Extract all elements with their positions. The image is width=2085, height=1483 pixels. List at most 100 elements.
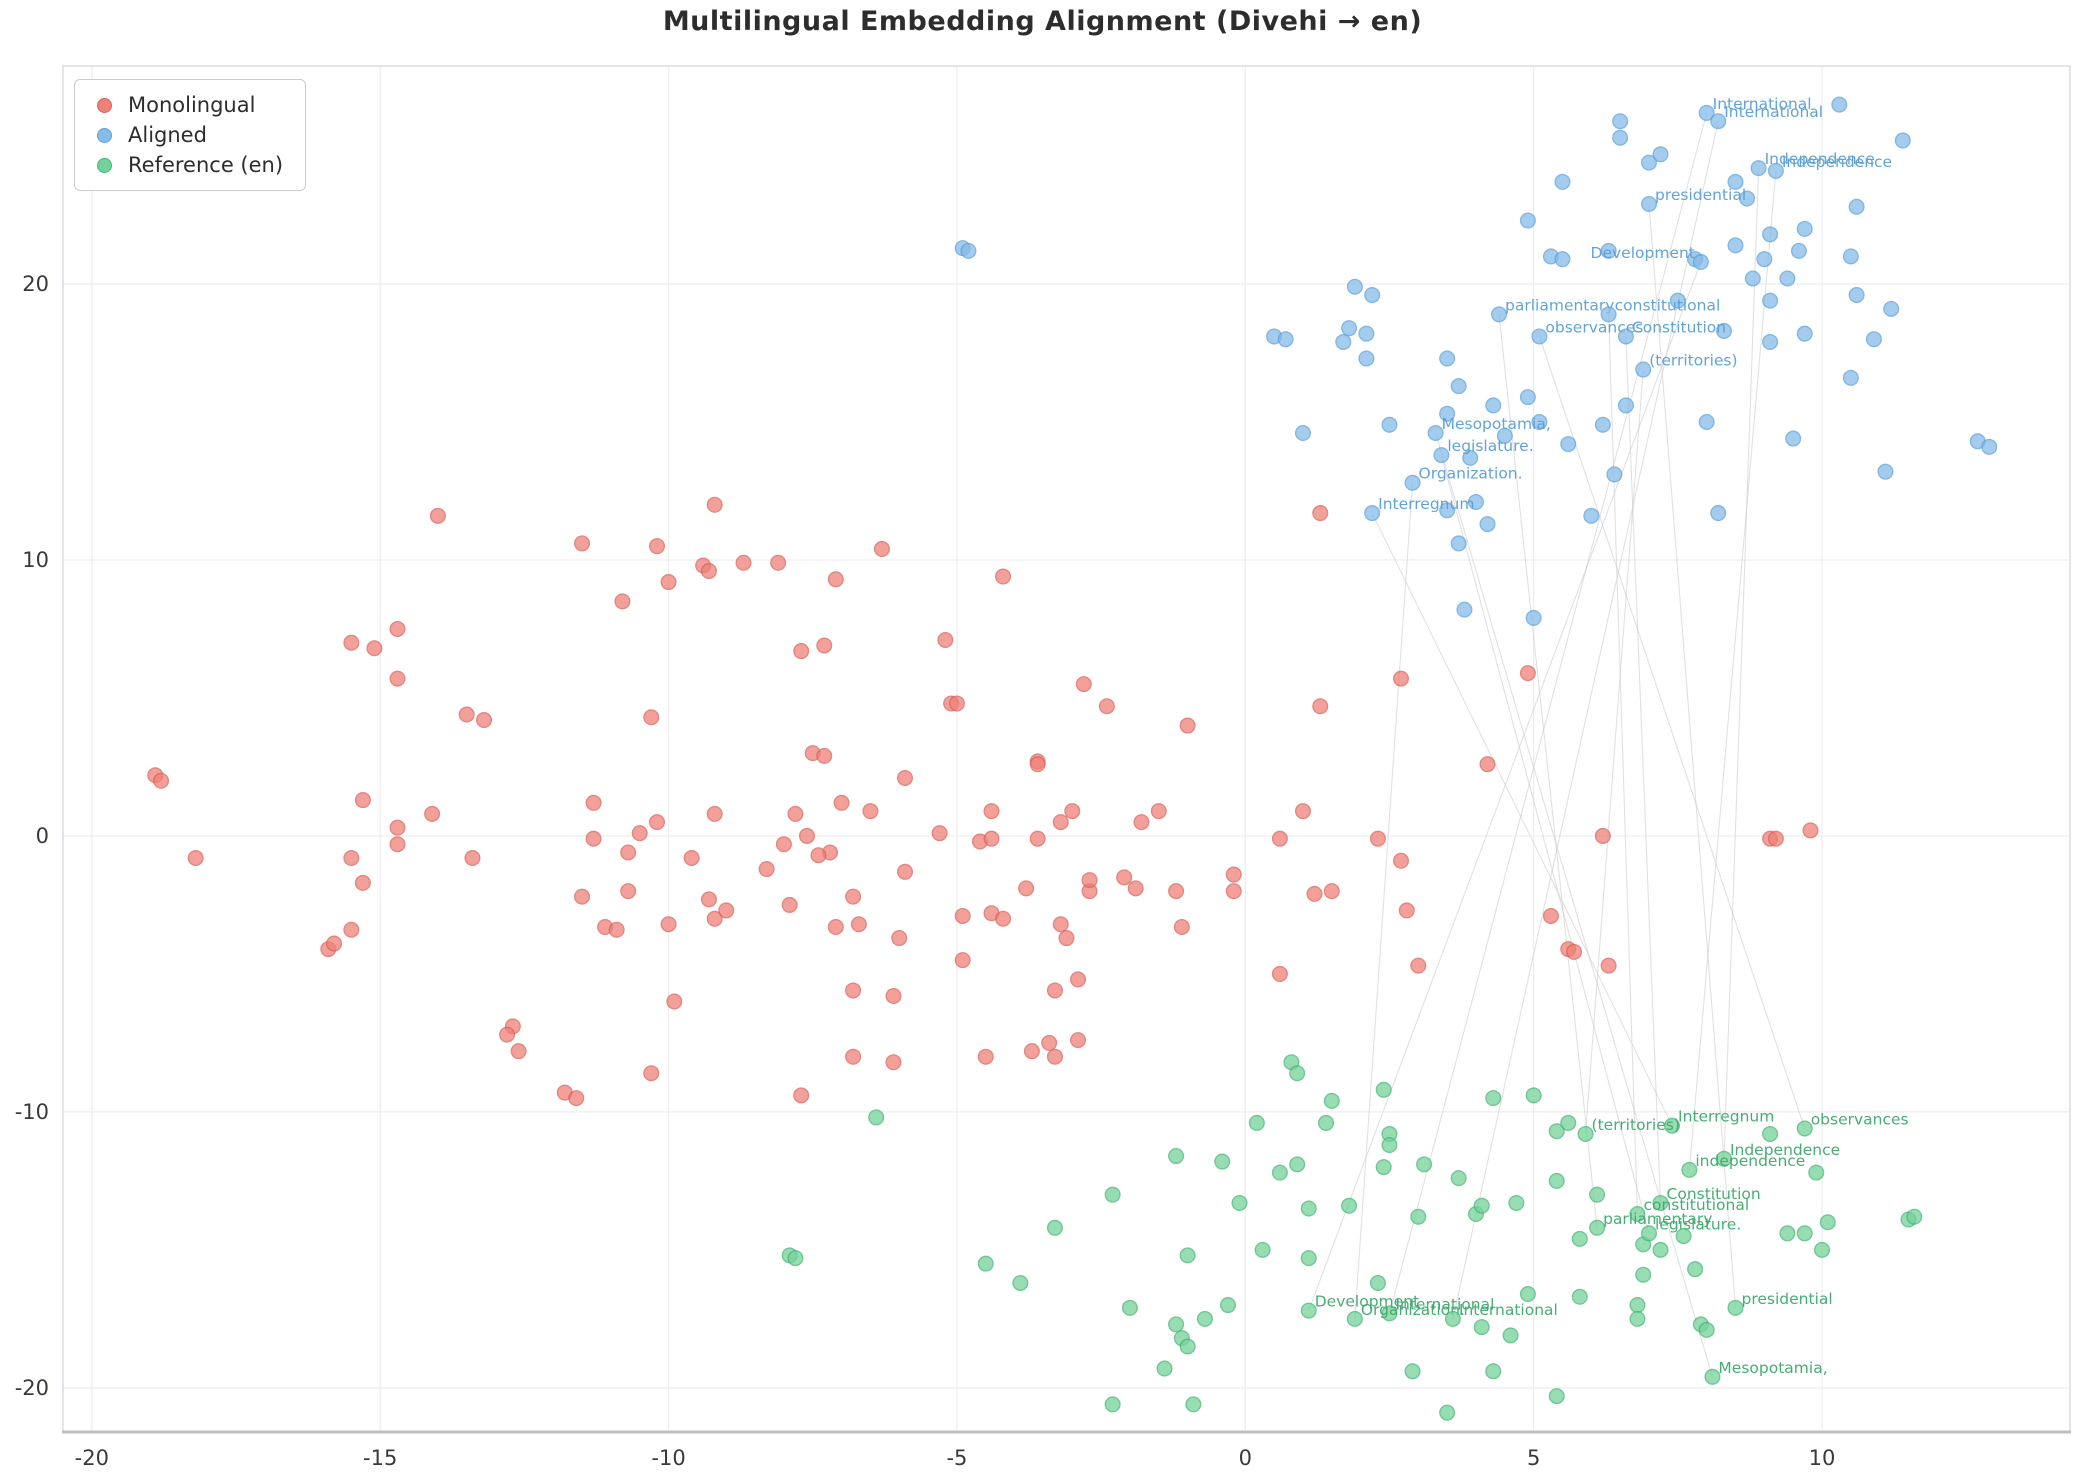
data-point-aligned	[1364, 287, 1381, 304]
data-point-aligned-labeled	[1491, 306, 1508, 323]
point-label: Constitution	[1632, 318, 1726, 336]
data-point-aligned	[1554, 173, 1571, 190]
data-point-monolingual	[897, 769, 914, 786]
data-point-monolingual	[787, 805, 804, 822]
data-point-reference-en	[1341, 1197, 1358, 1214]
data-point-monolingual	[885, 987, 902, 1004]
data-point-aligned-labeled	[1692, 253, 1709, 270]
data-point-monolingual	[1179, 717, 1196, 734]
data-point-reference-en	[1450, 1170, 1467, 1187]
data-point-aligned	[1894, 132, 1911, 149]
legend-item-monolingual: Monolingual	[89, 90, 291, 120]
data-point-reference-en	[1381, 1137, 1398, 1154]
data-point-monolingual	[827, 918, 844, 935]
data-point-monolingual	[954, 907, 971, 924]
data-point-aligned	[1612, 113, 1629, 130]
data-point-monolingual	[153, 772, 170, 789]
data-point-monolingual	[1271, 965, 1288, 982]
data-point-monolingual	[660, 574, 677, 591]
data-point-monolingual	[1312, 505, 1329, 522]
data-point-monolingual	[954, 952, 971, 969]
data-point-monolingual	[937, 631, 954, 648]
data-point-reference-en-labeled	[1577, 1125, 1594, 1142]
alignment-line	[1440, 454, 1650, 1234]
data-point-aligned	[1762, 292, 1779, 309]
data-point-monolingual	[366, 640, 383, 657]
point-label: International	[1459, 1301, 1558, 1319]
data-point-reference-en	[787, 1250, 804, 1267]
data-point-monolingual	[1041, 1034, 1058, 1051]
data-point-reference-en	[1289, 1156, 1306, 1173]
data-point-reference-en	[1439, 1404, 1456, 1421]
data-point-monolingual	[781, 896, 798, 913]
data-point-reference-en	[1012, 1274, 1029, 1291]
data-point-reference-en	[1548, 1172, 1565, 1189]
data-point-monolingual	[389, 670, 406, 687]
data-point-monolingual	[187, 850, 204, 867]
data-point-aligned	[1612, 129, 1629, 146]
data-point-aligned	[1848, 198, 1865, 215]
data-point-reference-en-labeled	[1444, 1310, 1461, 1327]
point-label: Independence	[1782, 153, 1892, 171]
data-point-monolingual	[424, 805, 441, 822]
data-point-reference-en	[1485, 1363, 1502, 1380]
data-point-monolingual	[718, 902, 735, 919]
point-label: constitutional	[1615, 296, 1721, 314]
data-point-monolingual	[1398, 902, 1415, 919]
point-label: observances	[1811, 1110, 1909, 1128]
data-point-aligned	[1762, 226, 1779, 243]
data-point-monolingual	[660, 916, 677, 933]
data-point-monolingual	[343, 634, 360, 651]
data-point-reference-en	[1404, 1363, 1421, 1380]
alignment-line	[1538, 336, 1806, 1129]
data-point-monolingual	[891, 930, 908, 947]
data-point-aligned	[1877, 463, 1894, 480]
data-point-monolingual	[983, 830, 1000, 847]
data-point-aligned	[1762, 333, 1779, 350]
data-point-aligned	[1842, 248, 1859, 265]
x-tick-label: -15	[363, 1446, 397, 1470]
data-point-monolingual	[326, 935, 343, 952]
y-tick-label: 20	[22, 272, 49, 296]
data-point-monolingual	[510, 1043, 527, 1060]
alignment-line	[1435, 432, 1713, 1377]
data-point-monolingual	[683, 850, 700, 867]
alignment-line	[1388, 112, 1708, 1314]
data-point-aligned	[1594, 416, 1611, 433]
point-label: constitutional	[1643, 1196, 1749, 1214]
point-label: Interregnum	[1378, 495, 1474, 513]
data-point-reference-en	[1168, 1148, 1185, 1165]
point-label: legislature.	[1447, 437, 1533, 455]
data-point-reference-en	[1779, 1225, 1796, 1242]
data-point-reference-en-labeled	[1346, 1310, 1363, 1327]
data-point-reference-en	[1485, 1090, 1502, 1107]
data-point-monolingual	[793, 1087, 810, 1104]
data-point-monolingual	[1168, 883, 1185, 900]
data-point-monolingual	[649, 814, 666, 831]
data-point-monolingual	[649, 538, 666, 555]
data-point-monolingual	[873, 540, 890, 557]
data-point-aligned	[1525, 609, 1542, 626]
point-label: International	[1713, 95, 1812, 113]
data-point-reference-en-labeled	[1727, 1299, 1744, 1316]
data-point-monolingual	[1052, 814, 1069, 831]
data-point-aligned	[1519, 389, 1536, 406]
data-point-aligned-labeled	[1427, 425, 1444, 442]
x-tick-label: 0	[1239, 1446, 1252, 1470]
data-point-aligned	[1744, 270, 1761, 287]
legend-label: Aligned	[128, 123, 207, 147]
data-point-reference-en	[1179, 1247, 1196, 1264]
data-point-monolingual	[833, 794, 850, 811]
data-point-reference-en	[1548, 1123, 1565, 1140]
data-point-aligned	[1531, 413, 1548, 430]
data-point-monolingual	[885, 1054, 902, 1071]
data-point-aligned	[1883, 300, 1900, 317]
data-point-monolingual	[1046, 982, 1063, 999]
data-point-aligned-labeled	[1635, 361, 1652, 378]
data-point-reference-en	[1629, 1297, 1646, 1314]
data-point-monolingual	[1802, 822, 1819, 839]
data-point-reference-en	[1289, 1065, 1306, 1082]
data-point-monolingual	[574, 535, 591, 552]
data-point-monolingual	[816, 637, 833, 654]
data-point-aligned	[1727, 173, 1744, 190]
